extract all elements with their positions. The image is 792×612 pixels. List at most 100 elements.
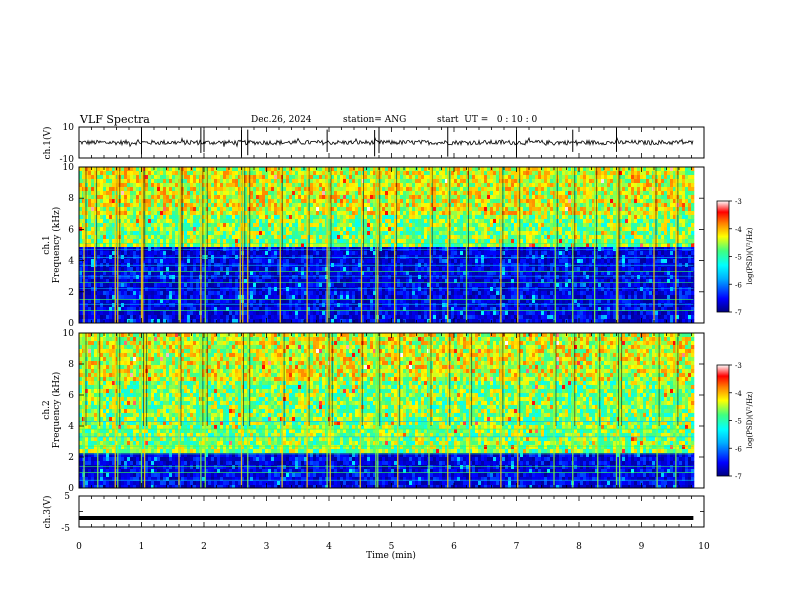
spectrogram-cell [397,235,401,240]
spectrogram-cell [250,295,254,300]
spectrogram-cell [130,179,134,184]
spectrogram-cell [124,227,128,232]
spectrogram-cell [109,291,113,296]
spectrogram-cell [433,167,437,172]
spectrogram-cell [196,227,200,232]
spectrogram-cell [202,171,206,176]
spectrogram-cell [355,287,359,292]
spectrogram-cell [211,219,215,224]
spectrogram-cell [235,195,239,200]
spectrogram-cell [115,235,119,240]
spectrogram-cell [340,267,344,272]
spectrogram-cell [352,279,356,284]
spectrogram-cell [361,247,365,252]
spectrogram-cell [106,259,110,264]
spectrogram-cell [97,199,101,204]
spectrogram-cell [175,259,179,264]
spectrogram-cell [133,203,137,208]
spectrogram-cell [157,295,161,300]
spectrogram-cell [322,227,326,232]
spectrogram-cell [169,275,173,280]
spectrogram-cell [169,211,173,216]
spectrogram-cell [139,191,143,196]
spectrogram-cell [133,243,137,248]
spectrogram-cell [187,295,191,300]
spectrogram-cell [304,247,308,252]
spectrogram-cell [355,299,359,304]
spectrogram-cell [364,247,368,252]
spectrogram-cell [175,179,179,184]
spectrogram-cell [382,251,386,256]
spectrogram-cell [139,275,143,280]
spectrogram-cell [424,231,428,236]
spectrogram-cell [220,283,224,288]
spectrogram-cell [106,291,110,296]
spectrogram-cell [193,287,197,292]
spectrogram-cell [400,275,404,280]
spectrogram-cell [400,271,404,276]
spectrogram-cell [130,207,134,212]
spectrogram-cell [277,227,281,232]
spectrogram-cell [232,251,236,256]
spectrogram-cell [205,239,209,244]
spectrogram-cell [124,247,128,252]
spectrogram-cell [163,291,167,296]
spectrogram-cell [115,183,119,188]
spectrogram-cell [331,271,335,276]
spectrogram-cell [280,239,284,244]
spectrogram-cell [166,215,170,220]
spectrogram-cell [280,291,284,296]
spectrogram-cell [205,191,209,196]
spectrogram-cell [319,283,323,288]
spectrogram-cell [247,307,251,312]
spectrogram-cell [316,251,320,256]
spectrogram-cell [79,211,83,216]
spectrogram-cell [100,231,104,236]
spectrogram-cell [352,275,356,280]
spectrogram-cell [409,307,413,312]
spectrogram-cell [103,271,107,276]
spectrogram-cell [175,175,179,180]
spectrogram-cell [148,227,152,232]
spectrogram-cell [382,179,386,184]
spectrogram-cell [160,279,164,284]
spectrogram-cell [280,299,284,304]
spectrogram-cell [223,319,227,323]
spectrogram-cell [349,279,353,284]
spectrogram-cell [154,243,158,248]
spectrogram-cell [409,319,413,323]
spectrogram-cell [322,283,326,288]
spectrogram-cell [391,247,395,252]
spectrogram-cell [301,251,305,256]
spectrogram-cell [265,243,269,248]
spectrogram-cell [367,275,371,280]
spectrogram-cell [223,287,227,292]
spectrogram-cell [307,235,311,240]
spectrogram-cell [289,311,293,316]
spectrogram-cell [160,271,164,276]
spectrogram-cell [388,275,392,280]
spectrogram-cell [268,219,272,224]
spectrogram-cell [184,207,188,212]
spectrogram-cell [145,171,149,176]
spectrogram-cell [394,311,398,316]
spectrogram-cell [79,215,83,220]
spectrogram-cell [397,219,401,224]
spectrogram-cell [361,175,365,180]
spectrogram-cell [319,215,323,220]
spectrogram-cell [223,311,227,316]
spectrogram-cell [196,191,200,196]
spectrogram-cell [223,211,227,216]
spectrogram-cell [91,239,95,244]
spectrogram-cell [394,235,398,240]
spectrogram-cell [349,311,353,316]
spectrogram-cell [337,287,341,292]
spectrogram-cell [274,267,278,272]
spectrogram-cell [400,175,404,180]
spectrogram-cell [379,199,383,204]
spectrogram-cell [394,175,398,180]
spectrogram-cell [229,275,233,280]
spectrogram-cell [214,219,218,224]
spectrogram-cell [352,179,356,184]
spectrogram-cell [415,183,419,188]
